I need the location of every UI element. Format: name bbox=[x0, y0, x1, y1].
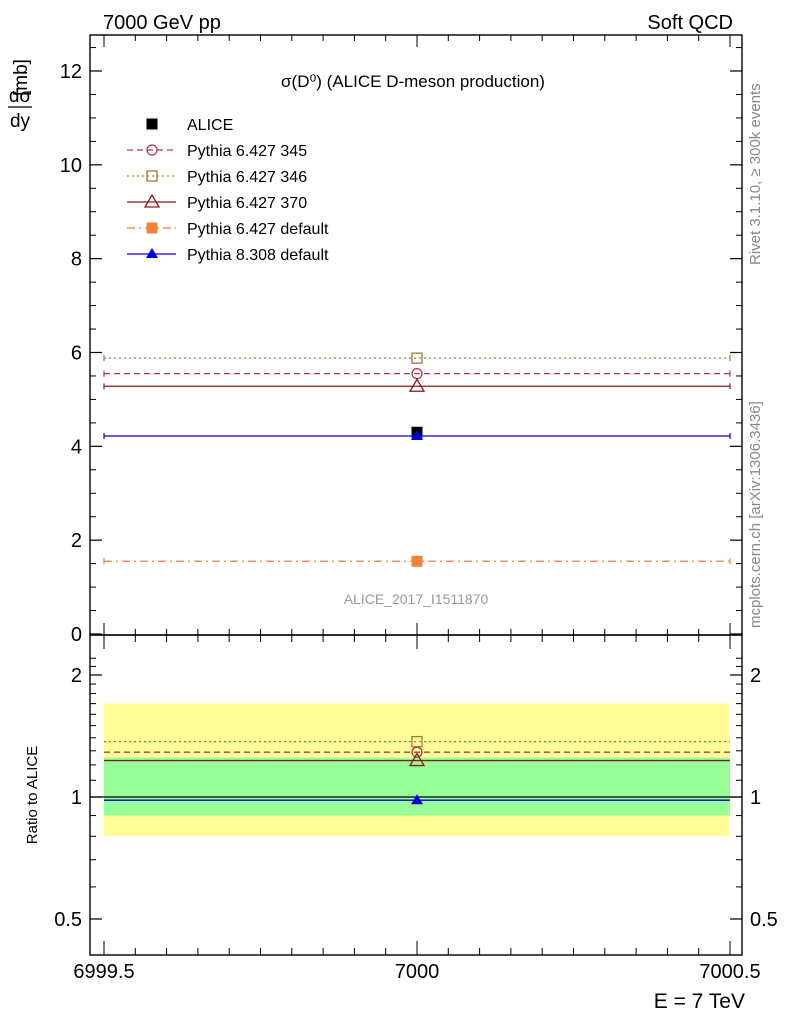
legend-marker bbox=[143, 193, 161, 208]
mcplots-label: mcplots.cern.ch [arXiv:1306.3436] bbox=[747, 401, 764, 628]
header-left: 7000 GeV pp bbox=[103, 12, 221, 34]
main-ylabel: dσ dy [mb] bbox=[8, 59, 32, 132]
main-ytick-label: 2 bbox=[71, 530, 82, 552]
ylabel-unit: [mb] bbox=[11, 59, 32, 96]
ratio-ytick-label: 1 bbox=[71, 787, 82, 809]
main-ytick-label: 0 bbox=[71, 624, 82, 646]
ylabel-denominator: dy bbox=[10, 111, 31, 132]
ratio-ytick-label: 2 bbox=[71, 665, 82, 687]
ratio-xtick-label: 6999.5 bbox=[73, 961, 134, 983]
legend-label: Pythia 6.427 default bbox=[187, 221, 329, 238]
xlabel: E = 7 TeV bbox=[654, 990, 745, 1013]
main-ytick-label: 4 bbox=[71, 436, 82, 458]
ratio-band bbox=[104, 757, 730, 816]
analysis-label: ALICE_2017_I1511870 bbox=[344, 591, 489, 607]
ratio-point-Pythia 6.427 370 bbox=[408, 752, 426, 767]
ratio-xtick-label: 7000.5 bbox=[699, 961, 760, 983]
ratio-frame bbox=[89, 634, 743, 956]
ratio-point-Pythia 8.308 default bbox=[411, 794, 423, 805]
main-point-Pythia 8.308 default bbox=[411, 430, 423, 441]
legend-label: ALICE bbox=[187, 117, 233, 134]
ratio-ytick-label-right: 1 bbox=[750, 787, 761, 809]
main-ytick-label: 10 bbox=[60, 155, 82, 177]
ratio-ytick-label-right: 2 bbox=[750, 665, 761, 687]
main-ytick-label: 6 bbox=[71, 343, 82, 365]
ratio-xtick-label: 7000 bbox=[395, 961, 440, 983]
legend-marker bbox=[146, 222, 158, 234]
ratio-ytick-label-right: 0.5 bbox=[750, 909, 778, 931]
ylabel-numerator: dσ bbox=[9, 86, 32, 107]
main-title: σ(D⁰) (ALICE D-meson production) bbox=[281, 72, 545, 91]
ratio-point-Pythia 6.427 346 bbox=[411, 735, 423, 748]
legend-label: Pythia 8.308 default bbox=[187, 247, 329, 264]
main-ytick-label: 12 bbox=[60, 61, 82, 83]
ratio-plot: 0.5 0.5 1 1 2 2 6999.5 7000 7000.5 bbox=[54, 634, 778, 983]
main-ytick-label: 8 bbox=[71, 249, 82, 271]
main-point-Pythia 6.427 346 bbox=[411, 352, 423, 364]
legend: ALICE Pythia 6.427 345 Pythia 6.427 346 Pyt… bbox=[127, 117, 329, 264]
main-point-Pythia 6.427 default bbox=[411, 555, 423, 567]
legend-marker bbox=[146, 170, 158, 182]
rivet-label: Rivet 3.1.10, ≥ 300k events bbox=[747, 83, 764, 265]
legend-marker bbox=[146, 248, 158, 258]
header-right: Soft QCD bbox=[647, 12, 733, 34]
ratio-ylabel: Ratio to ALICE bbox=[24, 746, 41, 844]
legend-marker bbox=[146, 144, 158, 156]
legend-label: Pythia 6.427 370 bbox=[187, 195, 307, 212]
legend-marker bbox=[146, 118, 158, 130]
legend-label: Pythia 6.427 345 bbox=[187, 143, 307, 160]
main-point-Pythia 6.427 370 bbox=[408, 377, 426, 392]
legend-label: Pythia 6.427 346 bbox=[187, 169, 307, 186]
main-plot: 0 2 4 6 8 10 12 bbox=[60, 34, 743, 646]
ratio-ytick-label: 0.5 bbox=[54, 909, 82, 931]
